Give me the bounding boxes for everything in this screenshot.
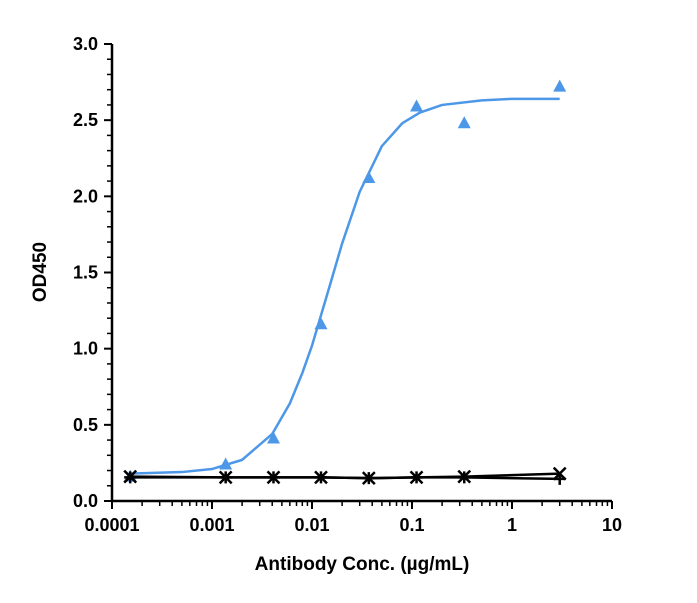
y-tick-label: 2.5 [73, 110, 98, 130]
x-tick-label: 0.0001 [84, 515, 139, 535]
triangle-marker [458, 116, 471, 128]
x-axis-title: Antibody Conc. (µg/mL) [255, 554, 470, 575]
y-tick-label: 1.0 [73, 339, 98, 359]
series-line [130, 99, 560, 474]
x-tick-label: 0.01 [294, 515, 329, 535]
y-tick-label: 0.0 [73, 491, 98, 511]
triangle-marker [410, 99, 423, 111]
y-axis-title: OD450 [30, 242, 51, 302]
series-line [130, 477, 560, 479]
x-tick-label: 1 [507, 515, 517, 535]
triangle-marker [553, 80, 566, 92]
y-tick-label: 2.0 [73, 186, 98, 206]
x-tick-label: 0.001 [189, 515, 234, 535]
y-tick-label: 1.5 [73, 263, 98, 283]
y-tick-label: 0.5 [73, 415, 98, 435]
x-tick-label: 10 [602, 515, 622, 535]
y-tick-label: 3.0 [73, 34, 98, 54]
x-tick-label: 0.1 [399, 515, 424, 535]
